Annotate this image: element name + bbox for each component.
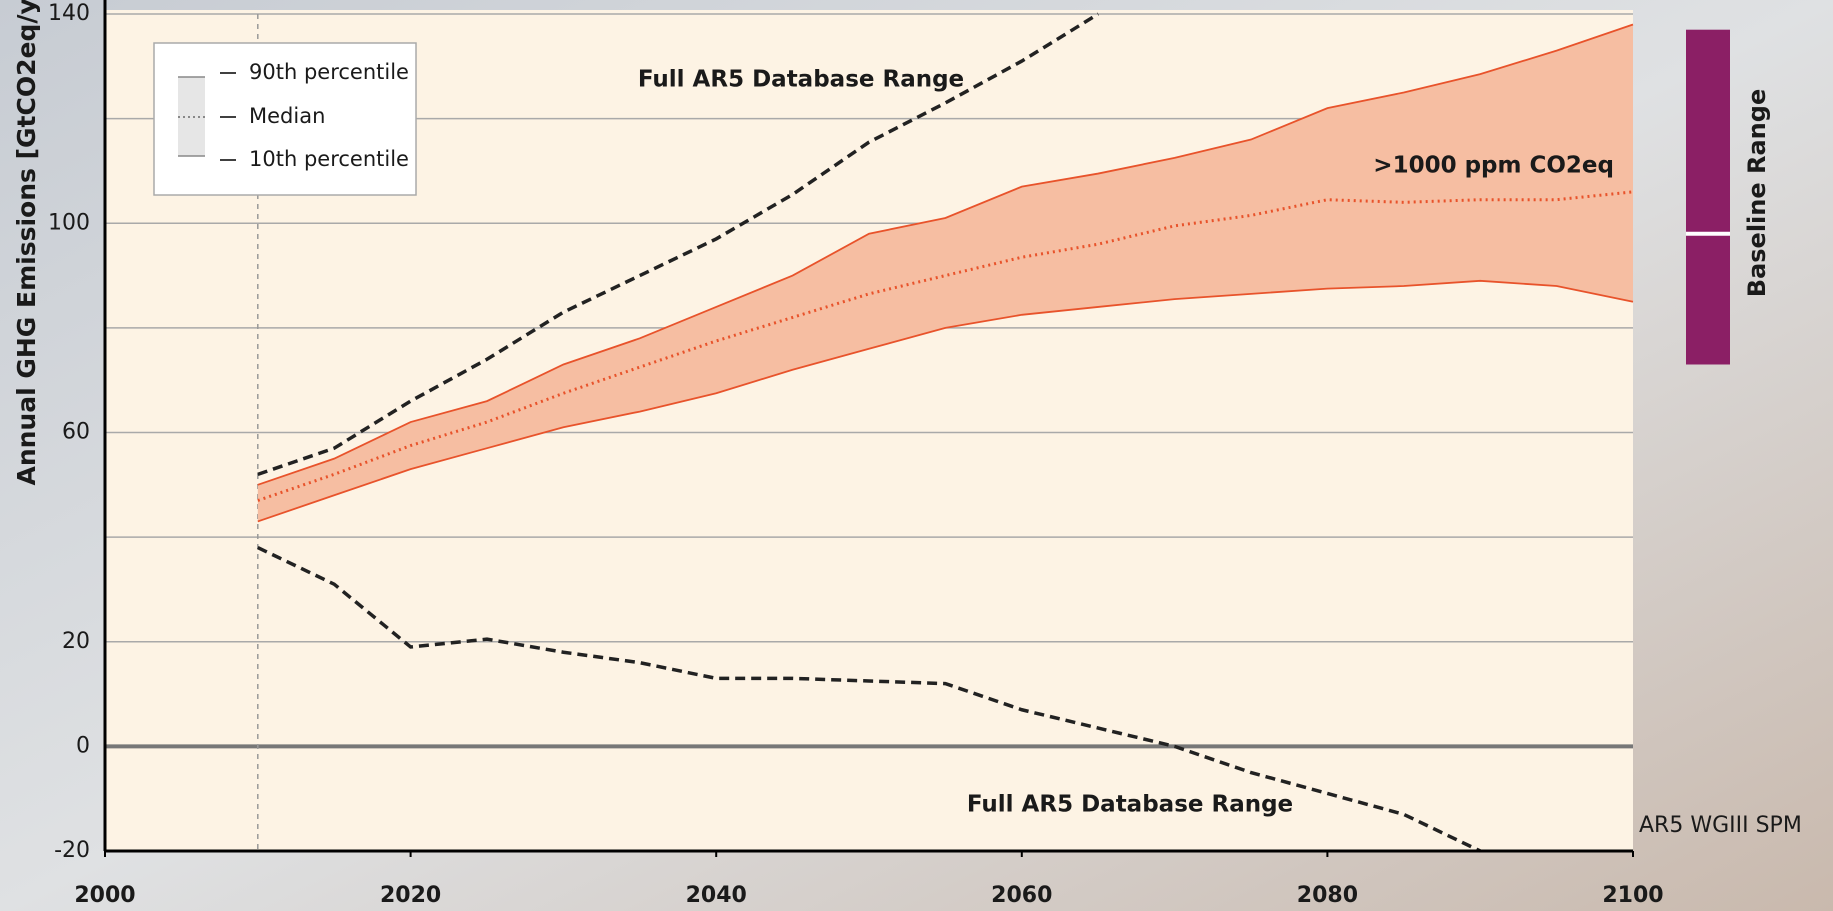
y-axis-label: Annual GHG Emissions [GtCO2eq/yr] [12,0,41,486]
annotation: >1000 ppm CO2eq [1373,153,1614,179]
y-tick-label: 0 [76,733,90,758]
x-tick-label: 2020 [380,883,441,908]
y-tick-label: -20 [54,838,90,863]
series-line [257,279,1634,523]
annotation: Full AR5 Database Range [638,67,964,93]
y-tick-label: 20 [62,629,90,654]
x-tick-label: 2000 [74,883,135,908]
x-tick-label: 2080 [1297,883,1358,908]
x-tick-label: 2100 [1602,883,1663,908]
series-line [257,23,1634,486]
range-line [257,546,1481,853]
y-tick-label: 100 [48,210,90,235]
y-tick-label: 60 [62,420,90,445]
legend-swatch [178,77,205,156]
percentile-band [257,24,1633,522]
legend-label: Median [249,104,325,128]
x-tick-label: 2060 [991,883,1052,908]
legend-label: 90th percentile [249,60,409,84]
source: AR5 WGIII SPM [1639,813,1802,838]
legend-label: 10th percentile [249,147,409,171]
baseline-label: Baseline Range [1743,89,1771,297]
baseline-range-bar [1686,29,1730,365]
annotation: Full AR5 Database Range [967,792,1293,818]
x-tick-label: 2040 [686,883,747,908]
y-tick-label: 140 [48,1,90,26]
